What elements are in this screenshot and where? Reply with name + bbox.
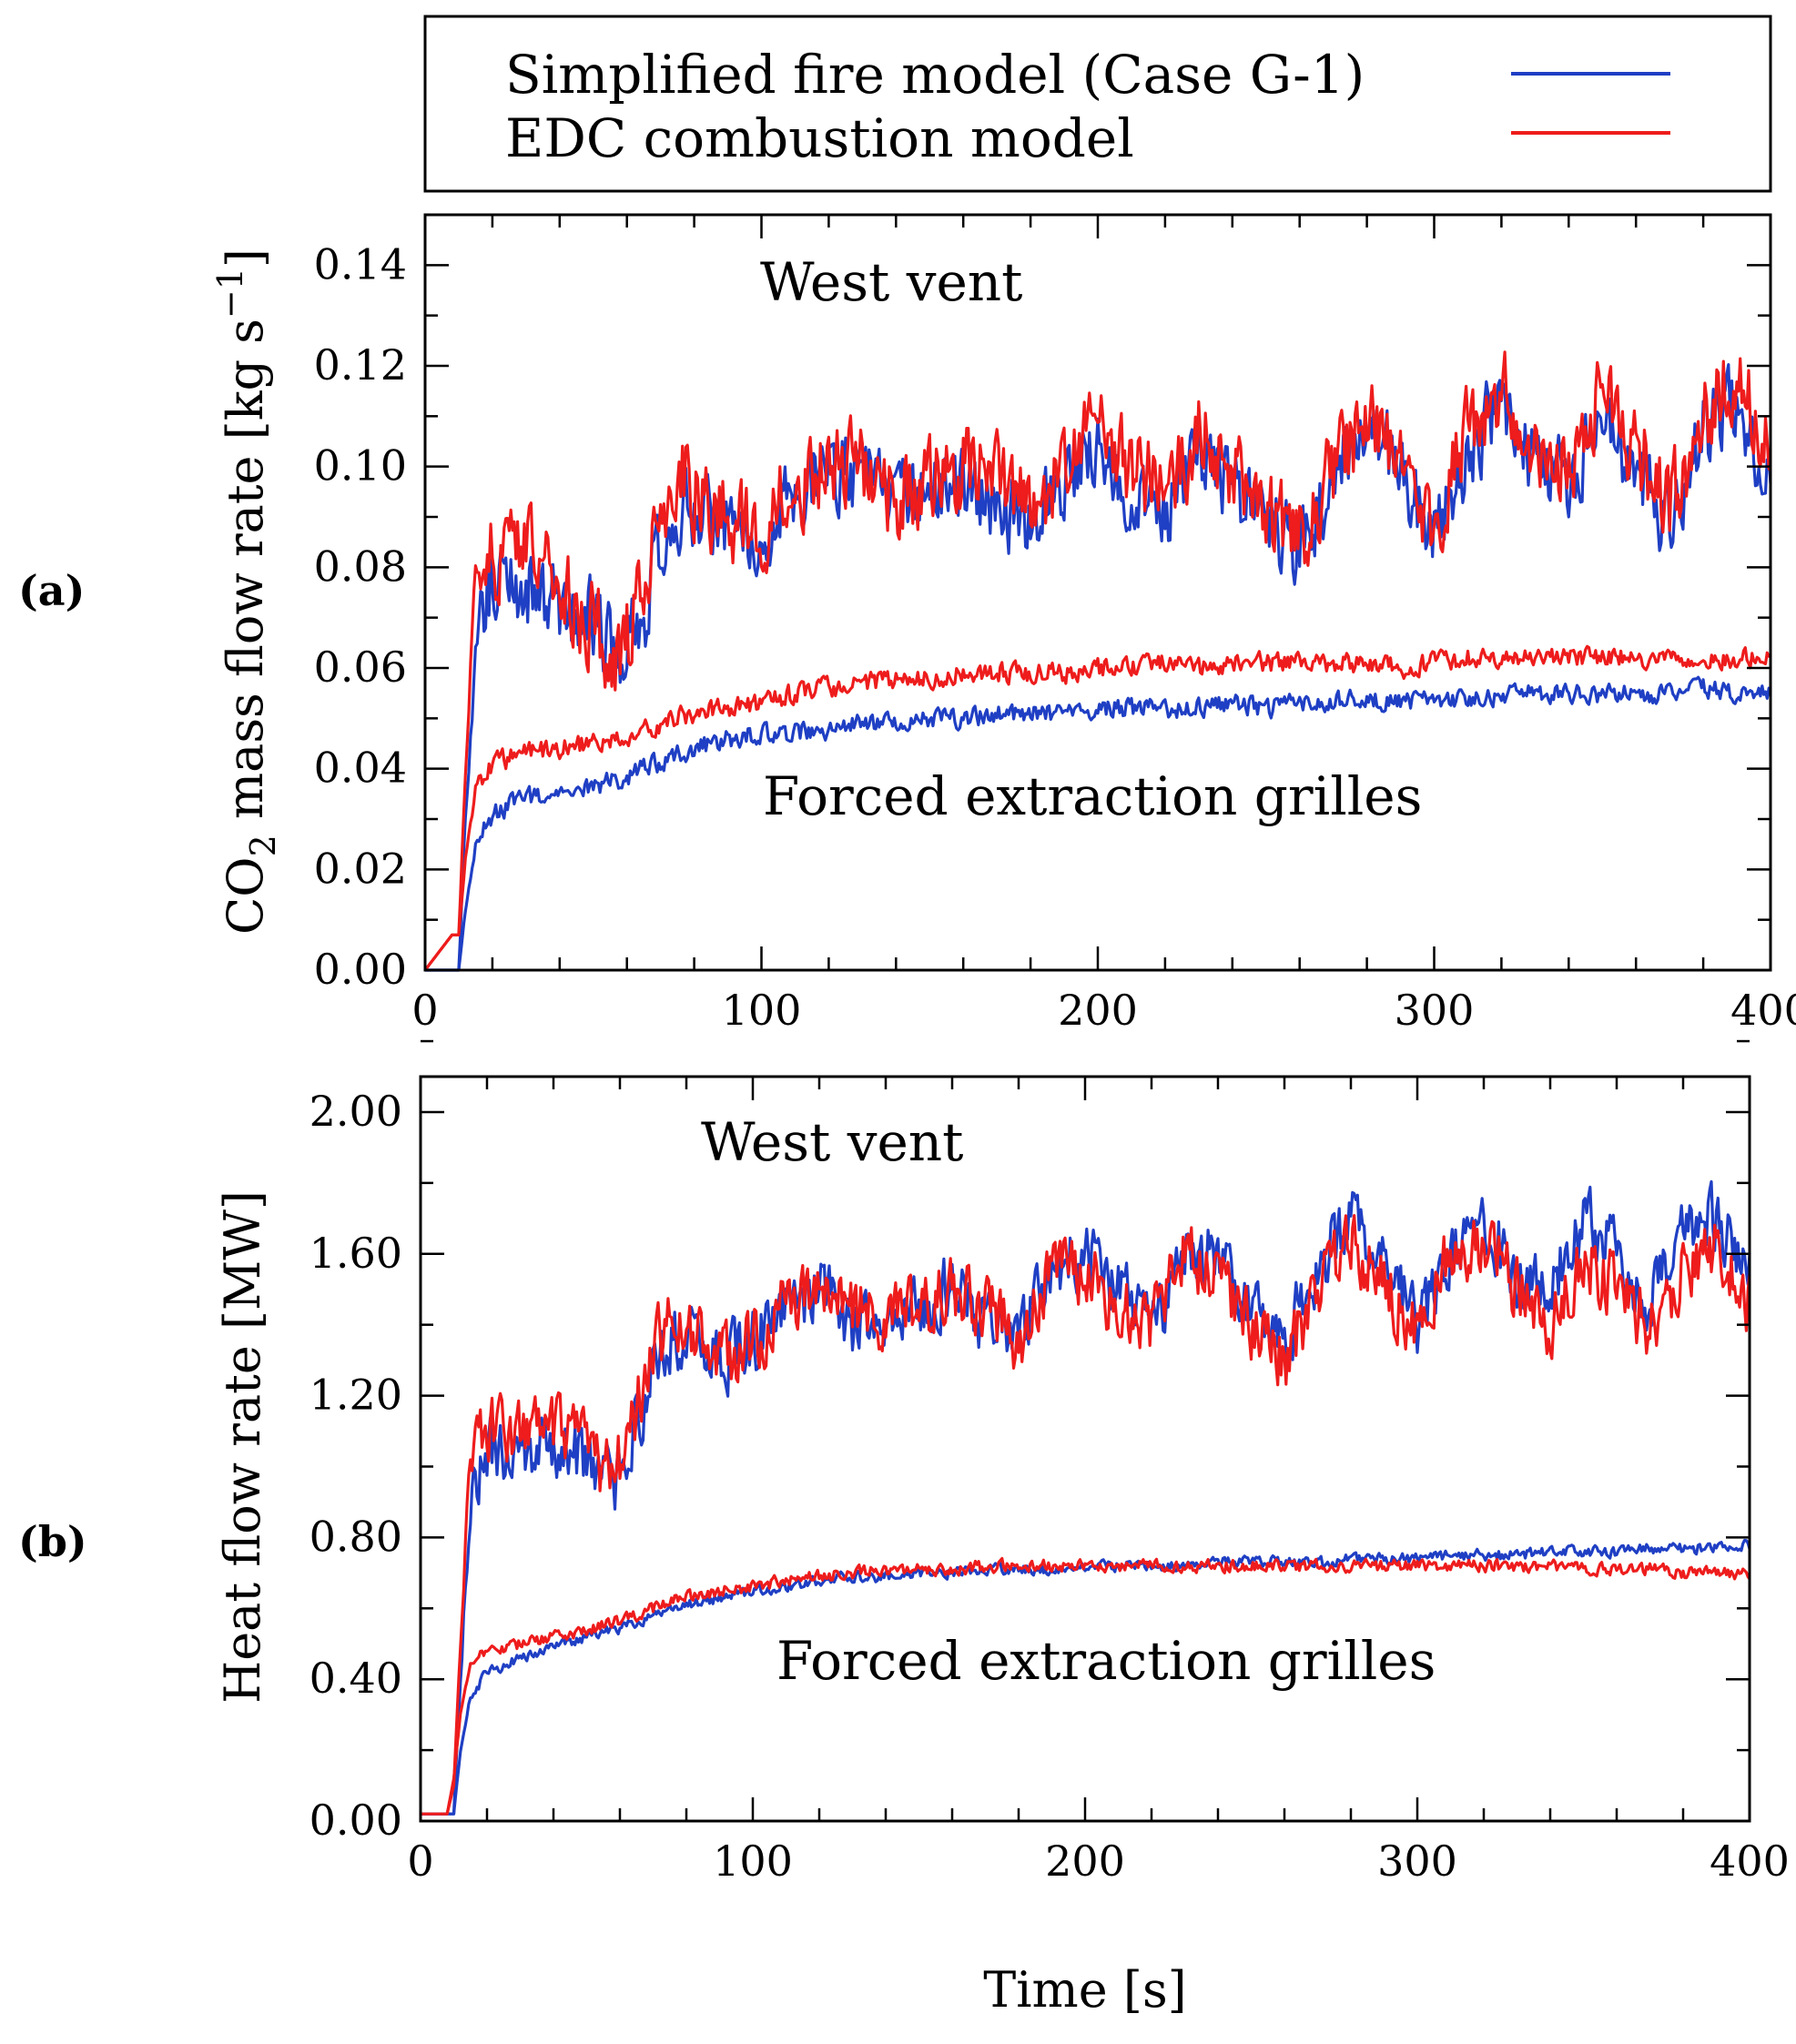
panel-b-xtick-label: 0 [407, 1837, 433, 1886]
panel-b-ytick-label: 2.00 [309, 1087, 402, 1136]
panel-b-label: (b) [18, 1517, 87, 1566]
panel-a-ytick-label: 0.12 [314, 340, 407, 390]
panel-a-ytick-label: 0.14 [314, 239, 407, 288]
panel-a: 0 100 200 300 400 0.00 0.02 0.04 0.06 0.08 0.10 0.1… [18, 213, 1796, 1035]
panel-a-xtick-label: 300 [1395, 986, 1475, 1035]
panel-a-ytick-label: 0.10 [314, 441, 407, 491]
panel-b-ytick-label: 0.40 [309, 1654, 402, 1703]
panel-b-series-0 [421, 1179, 1751, 1816]
legend-box [423, 15, 1772, 193]
panel-a-series-1 [423, 350, 1772, 971]
panel-a-annotation-forced-extraction: Forced extraction grilles [763, 765, 1422, 827]
panel-a-series-2 [425, 675, 1772, 972]
panel-a-xtick-label: 100 [722, 986, 802, 1035]
panel-b-ytick-label: 1.20 [309, 1371, 402, 1420]
panel-a-ytick-label: 0.00 [314, 945, 407, 994]
panel-b-ytick-label: 1.60 [309, 1229, 402, 1278]
panel-b-ylabel: Heat flow rate [MW] [214, 1190, 271, 1704]
panel-b-xtick-label: 100 [713, 1837, 793, 1886]
panel-a-ticks: 0 100 200 300 400 0.00 0.02 0.04 0.06 0.08 0.10 0.1… [314, 213, 1796, 1035]
panel-b-xtick-label: 300 [1377, 1837, 1457, 1886]
panel-a-ytick-label: 0.08 [314, 541, 407, 591]
panel-b-ytick-label: 0.00 [309, 1796, 402, 1845]
panel-a-ytick-label: 0.04 [314, 744, 407, 793]
panel-a-xtick-label: 200 [1058, 986, 1138, 1035]
panel-a-ytick-label: 0.02 [314, 844, 407, 893]
panel-b-annotation-west-vent: West vent [701, 1111, 963, 1173]
legend-label-edc: EDC combustion model [505, 107, 1134, 169]
panel-b-xtick-label: 400 [1710, 1837, 1790, 1886]
panel-b-ticks: 0 100 200 300 400 0.00 0.40 0.80 1.20 1.60 2.00 [309, 1039, 1790, 1886]
legend: Simplified fire model (Case G-1) EDC com… [423, 15, 1772, 193]
legend-label-simplified: Simplified fire model (Case G-1) [505, 44, 1365, 106]
panel-b-annotation-forced-extraction: Forced extraction grilles [776, 1630, 1436, 1692]
x-axis-label: Time [s] [983, 1961, 1186, 2019]
panel-b: 0 100 200 300 400 0.00 0.40 0.80 1.20 1.60 2.00 We… [18, 1039, 1790, 1886]
panel-b-series-1 [421, 1213, 1751, 1816]
panel-a-xtick-label: 400 [1730, 986, 1796, 1035]
panel-b-series [421, 1179, 1751, 1816]
panel-b-xtick-label: 200 [1045, 1837, 1125, 1886]
panel-a-xtick-label: 0 [411, 986, 438, 1035]
panel-b-series-3 [421, 1556, 1751, 1816]
panel-a-annotation-west-vent: West vent [760, 251, 1022, 313]
panel-a-series-3 [423, 644, 1771, 971]
panel-b-series-2 [421, 1538, 1751, 1816]
panel-a-ytick-label: 0.06 [314, 643, 407, 692]
panel-a-series [423, 350, 1772, 972]
panel-a-ylabel: CO2 mass flow rate [kg s−1] [210, 248, 283, 935]
panel-a-frame [423, 213, 1772, 972]
panel-a-label: (a) [18, 566, 85, 615]
panel-b-ytick-label: 0.80 [309, 1512, 402, 1561]
